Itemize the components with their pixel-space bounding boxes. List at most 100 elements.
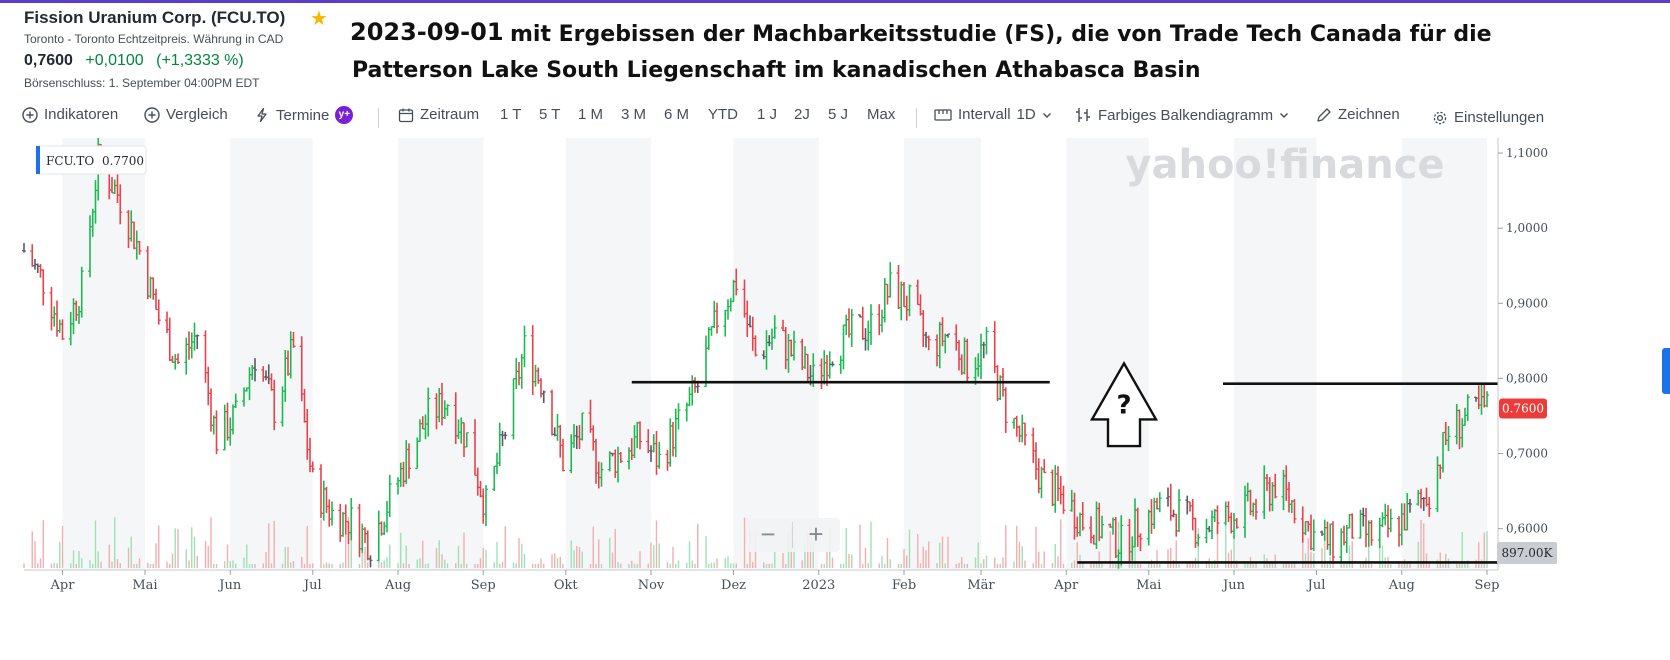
price-axis: 1,1000 1,0000 0,9000 0,8000 0,7000 0,6000 [1497, 138, 1548, 570]
draw-label: Zeichnen [1338, 106, 1400, 123]
month-band [1401, 138, 1487, 570]
month-band [398, 138, 484, 570]
time-tick-label: Okt [554, 578, 579, 593]
zoom-in-button[interactable]: + [808, 519, 824, 549]
ohlc-bars-icon [1076, 108, 1090, 122]
price-tick-label: 0,8000 [1506, 371, 1548, 385]
volume-tag: 897.00K [1497, 542, 1557, 564]
quote-change-percent: (+1,3333 %) [156, 52, 244, 69]
toolbar-divider [916, 108, 917, 128]
ruler-icon [934, 108, 952, 121]
price-tick-label: 0,7000 [1506, 447, 1548, 461]
volume-bars [23, 516, 1488, 568]
watermark-yahoo-finance: yahoo!finance [1125, 142, 1444, 188]
events-label: Termine [276, 106, 330, 124]
compare-button[interactable]: Vergleich [144, 106, 228, 123]
arrow-question-mark: ? [1116, 390, 1131, 420]
month-band [565, 138, 651, 570]
price-tick-label: 1,1000 [1506, 146, 1548, 160]
time-tick-label: Apr [50, 578, 76, 593]
range-1m[interactable]: 1 M [578, 106, 604, 123]
watchlist-star-icon[interactable]: ★ [310, 8, 328, 30]
time-tick-label: Dez [721, 578, 746, 593]
up-arrow-shape [1089, 360, 1159, 448]
time-tick-label: Aug [384, 578, 411, 593]
time-tick-label: Jul [1306, 578, 1326, 593]
top-accent-bar [0, 0, 1670, 3]
time-tick-label: Jun [1221, 578, 1246, 593]
lightning-icon [257, 107, 267, 123]
time-tick-label: Mär [967, 578, 995, 593]
draw-button[interactable]: Zeichnen [1316, 106, 1400, 123]
annotation-line-2: Patterson Lake South Liegenschaft im kan… [352, 58, 1201, 83]
settings-label: Einstellungen [1454, 109, 1545, 126]
zoom-divider [792, 522, 793, 548]
plus-circle-icon [144, 106, 160, 123]
settings-button[interactable]: Einstellungen [1432, 109, 1544, 126]
time-tick-label: Feb [892, 578, 916, 593]
time-tick-label: 2023 [802, 578, 835, 593]
legend-symbol: FCU.TO [46, 154, 94, 168]
price-tick-label: 0,9000 [1506, 296, 1548, 310]
time-axis: Apr Mai Jun Jul Aug Sep Okt Nov Dez 2023 Feb Mär Apr… [24, 569, 1500, 593]
range-label: Zeitraum [398, 106, 479, 123]
time-tick-label: Mai [1136, 578, 1161, 593]
quote-exchange: Toronto - Toronto Echtzeitpreis. Währung… [24, 32, 284, 46]
range-ytd[interactable]: YTD [708, 106, 738, 123]
range-1d[interactable]: 1 T [500, 106, 522, 123]
range-label-text: Zeitraum [420, 106, 480, 123]
month-band [904, 138, 981, 570]
side-panel-handle[interactable] [1662, 348, 1670, 394]
month-band [62, 138, 145, 570]
compare-label: Vergleich [166, 106, 228, 123]
last-price-tag-text: 0.7600 [1502, 401, 1544, 415]
quote-header: Fission Uranium Corp. (FCU.TO) Toronto -… [24, 8, 354, 90]
range-5d[interactable]: 5 T [539, 106, 561, 123]
time-tick-label: Sep [471, 578, 496, 593]
chart-toolbar: Indikatoren Vergleich Termine y+ Zeitrau… [22, 106, 1652, 130]
volume-tag-text: 897.00K [1502, 546, 1554, 560]
indicators-button[interactable]: Indikatoren [22, 106, 118, 123]
time-tick-label: Apr [1053, 578, 1079, 593]
range-6m[interactable]: 6 M [664, 106, 690, 123]
time-tick-label: Jun [217, 578, 242, 593]
chart-type-label: Farbiges Balkendiagramm [1098, 106, 1274, 124]
legend-label: FCU.TO 0.7700 [35, 145, 147, 175]
chart-type-dropdown[interactable]: Farbiges Balkendiagramm [1074, 106, 1289, 124]
month-bands [62, 138, 1487, 570]
annotation-date: 2023-09-01 [350, 18, 504, 46]
price-chart[interactable]: yahoo!finance ? 1,1000 1,0000 0,9000 0,8000… [0, 138, 1670, 608]
time-tick-label: Sep [1475, 578, 1500, 593]
interval-dropdown[interactable]: Intervall 1D [934, 106, 1052, 123]
range-2y[interactable]: 2J [794, 106, 810, 123]
quote-change: +0,0100 [85, 52, 144, 69]
zoom-control: − + [746, 518, 840, 552]
range-max[interactable]: Max [867, 106, 896, 123]
calendar-icon [398, 108, 414, 122]
indicators-label: Indikatoren [44, 106, 119, 123]
price-tick-label: 0,6000 [1506, 522, 1548, 536]
zoom-out-button[interactable]: − [760, 519, 776, 549]
quote-title: Fission Uranium Corp. (FCU.TO) [24, 8, 286, 27]
month-band [1234, 138, 1317, 570]
legend-value: 0.7700 [102, 154, 144, 168]
time-tick-label: Mai [132, 578, 157, 593]
yahoo-plus-badge: y+ [335, 106, 354, 124]
quote-prices: 0,7600 +0,0100 (+1,3333 %) [24, 52, 354, 70]
time-tick-label: Jul [302, 578, 322, 593]
annotation-line-1: mit Ergebissen der Machbarkeitsstudie (F… [510, 22, 1492, 47]
pencil-icon [1317, 107, 1331, 122]
range-1y[interactable]: 1 J [757, 106, 778, 123]
interval-value: 1D [1016, 106, 1036, 123]
last-price-tag: 0.7600 [1499, 398, 1547, 419]
events-button[interactable]: Termine y+ [254, 106, 354, 124]
range-3m[interactable]: 3 M [621, 106, 647, 123]
chevron-down-icon [1280, 113, 1289, 118]
plus-circle-icon [22, 106, 38, 123]
price-bars[interactable] [22, 138, 1489, 569]
quote-last-price: 0,7600 [24, 52, 73, 69]
chevron-down-icon [1042, 112, 1051, 118]
month-band [230, 138, 313, 570]
time-tick-label: Nov [638, 578, 665, 593]
range-5y[interactable]: 5 J [828, 106, 849, 123]
